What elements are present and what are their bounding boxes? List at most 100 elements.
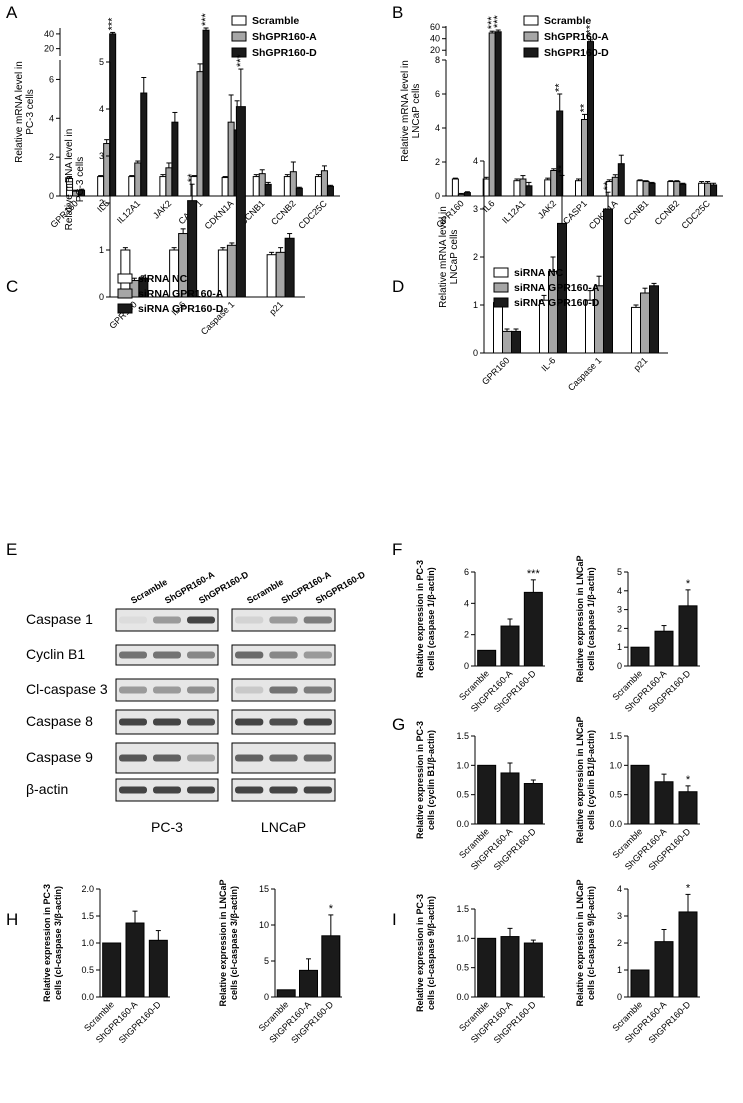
y-axis-label-line: Relative expression in PC-3 [415,894,425,1012]
panel-label-b: B [392,3,403,22]
blot-row-label: Caspase 1 [26,611,93,627]
y-tick-label: 0 [473,348,478,358]
bar [102,942,122,998]
blot-lane-label: Scramble [129,577,169,606]
y-axis-label: Relative expression in LNCaPcells (caspa… [575,555,596,682]
y-tick-label: 4 [464,598,469,608]
blot-band [235,686,264,694]
significance-marker: ** [554,83,566,92]
legend-swatch [231,47,247,58]
x-tick-label: CCNB2 [269,198,298,227]
panel-label-e: E [6,540,17,559]
y-tick-label: 2 [99,198,104,208]
chart-i-left: 0.00.51.01.5ScrambleShGPR160-AShGPR160-D… [415,894,545,1045]
bar [642,181,650,197]
legend-label: siRNA GPR160-A [514,282,600,294]
y-tick-label: 2 [617,623,622,633]
bar [451,178,459,197]
y-tick-label: 1.0 [456,933,469,943]
chart-h-right: 051015ScrambleShGPR160-AShGPR160-D*Relat… [218,879,342,1045]
y-tick-label: 6 [49,74,54,84]
y-tick-label: 1.5 [81,911,94,921]
y-axis-label: Relative mRNA level inPC-3 cells [64,129,86,231]
y-axis-label-line: Relative expression in PC-3 [415,721,425,839]
blot-band [303,686,332,694]
y-axis-label-line: LNCaP cells [411,84,422,139]
x-tick-label: p21 [632,355,650,373]
legend-swatch [117,303,133,314]
significance-marker: * [686,774,691,786]
y-tick-label: 2 [464,630,469,640]
panel-label-a: A [6,3,18,22]
y-axis-label-line: cells (caspase 1/β-actin) [426,567,436,671]
bar [494,31,502,197]
bar [314,176,322,197]
y-tick-label: 20 [430,45,440,55]
y-tick-label: 40 [430,34,440,44]
bar [227,121,235,197]
y-tick-label: 2.0 [81,884,94,894]
y-tick-label: 1.5 [609,731,622,741]
significance-marker: ** [186,173,198,182]
y-axis-label-line: Relative mRNA level in [14,61,25,163]
bar [630,646,650,667]
bar [636,180,644,197]
y-tick-label: 0 [617,992,622,1002]
bar [488,32,496,197]
bar [523,591,543,667]
bar [523,783,543,825]
bar [264,183,272,197]
y-axis-label: Relative expression in LNCaPcells (cl-ca… [218,879,239,1006]
y-tick-label: 5 [99,57,104,67]
y-tick-label: 1.0 [456,760,469,770]
bar [326,185,334,197]
significance-marker: ** [602,181,614,190]
legend-swatch [493,297,509,308]
y-tick-label: 1 [473,300,478,310]
panel-label-f: F [392,540,402,559]
blot-band [235,718,264,726]
y-axis-label-line: PC-3 cells [25,89,36,135]
y-axis-label-line: Relative mRNA level in [64,129,75,231]
bar [477,937,497,998]
panel-label-g: G [392,715,405,734]
legend-swatch [231,15,247,26]
chart-a: 02462040GPR160IL6IL12A1JAK2CASP1CDKN1ACC… [14,12,340,231]
blot-band [153,651,181,659]
y-tick-label: 0.5 [456,790,469,800]
y-tick-label: 6 [464,567,469,577]
bar [525,185,533,197]
y-axis-label-line: LNCaP cells [449,230,460,285]
legend-swatch [117,288,133,299]
y-axis-label: Relative expression in LNCaPcells (cl-ca… [575,879,596,1006]
y-axis-label-line: cells (cl-caspase 3/β-actin) [229,886,239,1000]
bar [698,182,706,197]
blot-row-label: Caspase 8 [26,713,93,729]
bar [299,969,318,998]
significance-marker: * [686,578,691,590]
y-tick-label: 5 [617,567,622,577]
blot-band [153,786,181,794]
bar [630,764,650,825]
bar [678,791,698,825]
blot-band [303,786,332,794]
bar [140,92,148,197]
panel-label-c: C [6,277,18,296]
y-axis-label: Relative expression in PC-3cells (cl-cas… [42,884,63,1002]
x-tick-label: CCNB2 [653,198,682,227]
y-tick-label: 0.5 [81,965,94,975]
bar [283,176,291,197]
bar [519,178,527,197]
significance-marker: * [686,882,691,894]
blot-band [303,651,332,659]
bar [679,183,687,197]
bar [587,41,594,197]
bar [109,33,117,197]
y-tick-label: 15 [259,884,269,894]
blot-band [119,718,147,726]
bar [148,939,168,998]
significance-marker: *** [200,12,212,26]
bar [654,630,674,667]
bar [235,106,246,298]
